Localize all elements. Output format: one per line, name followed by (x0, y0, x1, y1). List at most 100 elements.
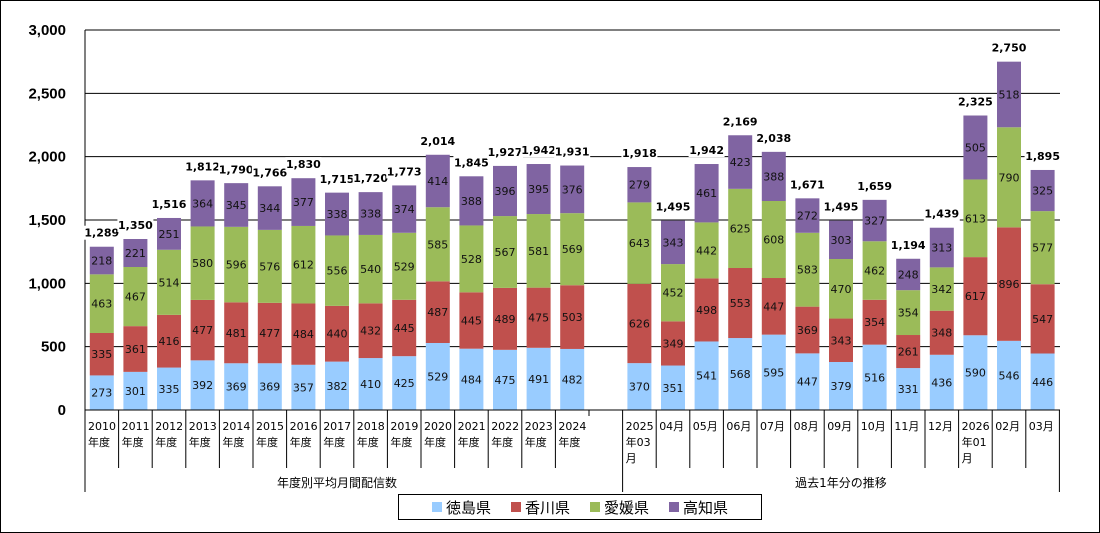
bar-segment[interactable] (896, 290, 921, 336)
bar-segment[interactable] (627, 363, 652, 410)
bar-segment[interactable] (224, 183, 249, 227)
bar-segment[interactable] (123, 326, 148, 372)
bar-segment[interactable] (896, 258, 921, 291)
bar-segment[interactable] (257, 186, 282, 230)
bar-segment[interactable] (392, 356, 417, 410)
bar-segment[interactable] (291, 225, 316, 304)
bar-segment[interactable] (425, 281, 450, 343)
bar-segment[interactable] (123, 371, 148, 410)
bar-segment[interactable] (997, 340, 1021, 410)
bar-segment[interactable] (392, 299, 417, 357)
bar-segment[interactable] (997, 227, 1021, 341)
bar-segment[interactable] (325, 235, 349, 306)
bar-segment[interactable] (257, 363, 282, 410)
bar-segment[interactable] (157, 367, 181, 410)
legend-item-kochi[interactable]: 高知県 (669, 497, 728, 518)
bar-segment[interactable] (862, 241, 887, 300)
bar-segment[interactable] (325, 305, 349, 362)
bar-segment[interactable] (694, 222, 719, 279)
bar-segment[interactable] (425, 207, 450, 282)
bar-segment[interactable] (257, 302, 282, 364)
bar-segment[interactable] (560, 165, 585, 214)
bar-segment[interactable] (795, 306, 820, 354)
bar-segment[interactable] (929, 267, 954, 311)
bar-segment[interactable] (493, 165, 517, 217)
bar-segment[interactable] (89, 375, 114, 410)
bar-segment[interactable] (560, 213, 585, 286)
bar-segment[interactable] (157, 314, 181, 368)
legend-item-tokushima[interactable]: 徳島県 (431, 497, 491, 518)
bar-segment[interactable] (896, 368, 921, 410)
bar-segment[interactable] (224, 363, 249, 410)
bar-segment[interactable] (627, 202, 652, 284)
bar-segment[interactable] (761, 278, 786, 335)
bar-segment[interactable] (997, 61, 1021, 128)
legend-item-ehime[interactable]: 愛媛県 (590, 497, 649, 518)
bar-segment[interactable] (325, 361, 349, 410)
bar-segment[interactable] (157, 217, 181, 250)
bar-segment[interactable] (459, 225, 484, 293)
bar-segment[interactable] (829, 259, 853, 319)
bar-segment[interactable] (224, 226, 249, 303)
bar-segment[interactable] (963, 179, 988, 258)
bar-segment[interactable] (829, 220, 853, 260)
bar-segment[interactable] (425, 154, 450, 208)
bar-segment[interactable] (459, 348, 484, 410)
bar-segment[interactable] (325, 192, 349, 236)
bar-segment[interactable] (694, 341, 719, 410)
bar-segment[interactable] (291, 364, 316, 410)
bar-segment[interactable] (358, 358, 383, 410)
bar-segment[interactable] (526, 214, 551, 288)
bar-segment[interactable] (526, 287, 551, 348)
bar-segment[interactable] (89, 246, 114, 275)
bar-segment[interactable] (761, 334, 786, 410)
bar-segment[interactable] (862, 299, 887, 345)
bar-segment[interactable] (1030, 169, 1055, 212)
bar-segment[interactable] (728, 135, 753, 189)
bar-segment[interactable] (392, 232, 417, 300)
bar-segment[interactable] (459, 292, 484, 349)
bar-segment[interactable] (661, 220, 685, 265)
bar-segment[interactable] (862, 344, 887, 410)
bar-segment[interactable] (761, 201, 786, 279)
bar-segment[interactable] (1030, 284, 1055, 354)
bar-segment[interactable] (963, 257, 988, 336)
bar-segment[interactable] (157, 249, 181, 315)
bar-segment[interactable] (291, 303, 316, 365)
bar-segment[interactable] (1030, 353, 1055, 410)
bar-segment[interactable] (560, 285, 585, 349)
bar-segment[interactable] (560, 348, 585, 410)
bar-segment[interactable] (358, 192, 383, 235)
bar-segment[interactable] (929, 227, 954, 268)
bar-segment[interactable] (661, 321, 685, 366)
bar-segment[interactable] (526, 347, 551, 410)
bar-segment[interactable] (190, 360, 215, 410)
bar-segment[interactable] (526, 164, 551, 215)
bar-segment[interactable] (694, 278, 719, 342)
bar-segment[interactable] (358, 234, 383, 304)
bar-segment[interactable] (493, 349, 517, 410)
bar-segment[interactable] (795, 232, 820, 307)
bar-segment[interactable] (929, 310, 954, 355)
bar-segment[interactable] (190, 299, 215, 361)
bar-segment[interactable] (997, 127, 1021, 228)
bar-segment[interactable] (190, 226, 215, 300)
bar-segment[interactable] (728, 188, 753, 269)
bar-segment[interactable] (257, 229, 282, 303)
bar-segment[interactable] (1030, 211, 1055, 285)
bar-segment[interactable] (627, 167, 652, 203)
legend-item-kagawa[interactable]: 香川県 (510, 497, 570, 518)
bar-segment[interactable] (358, 303, 383, 359)
bar-segment[interactable] (661, 264, 685, 322)
bar-segment[interactable] (829, 361, 853, 410)
bar-segment[interactable] (123, 266, 148, 327)
bar-segment[interactable] (493, 216, 517, 288)
bar-segment[interactable] (761, 151, 786, 201)
bar-segment[interactable] (224, 302, 249, 364)
bar-segment[interactable] (929, 354, 954, 410)
bar-segment[interactable] (89, 274, 114, 333)
bar-segment[interactable] (89, 332, 114, 376)
bar-segment[interactable] (862, 199, 887, 242)
bar-segment[interactable] (694, 164, 719, 223)
bar-segment[interactable] (963, 115, 988, 180)
